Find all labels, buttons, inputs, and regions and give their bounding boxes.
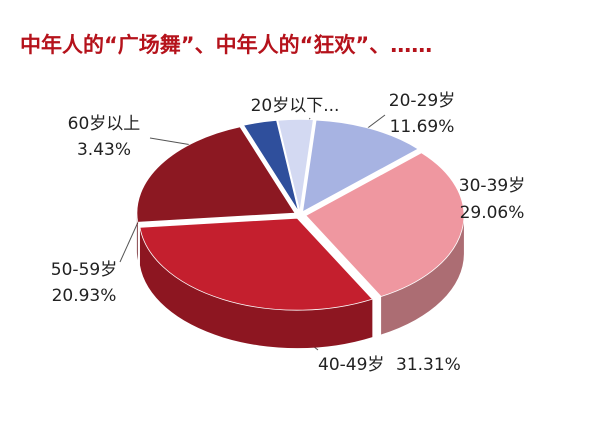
slice-label: 60岁以上 (68, 114, 141, 134)
value-label: 3.43% (77, 140, 131, 160)
slice-label: 20-29岁 (389, 91, 455, 111)
slice (242, 119, 299, 212)
slice-label: 30-39岁 (459, 176, 525, 196)
pie-tops (136, 119, 465, 311)
chart-title: 中年人的“广场舞”、中年人的“狂欢”、…… (20, 33, 432, 57)
slice-side (139, 227, 373, 349)
slice-side (136, 213, 138, 261)
slice (139, 217, 374, 311)
pie-sides (136, 213, 464, 349)
slice-label: 20岁以下... (251, 96, 340, 116)
slice (305, 152, 465, 297)
slice-side (381, 215, 464, 335)
slice-label: 40-49岁 (318, 355, 384, 375)
value-label: 20.93% (52, 286, 117, 306)
slice (277, 119, 314, 212)
value-label: 29.06% (460, 203, 525, 223)
value-label: 31.31% (396, 355, 461, 375)
slice (302, 119, 419, 213)
slice (136, 126, 296, 223)
value-label: 11.69% (390, 117, 455, 137)
slice-label: 50-59岁 (51, 260, 117, 280)
